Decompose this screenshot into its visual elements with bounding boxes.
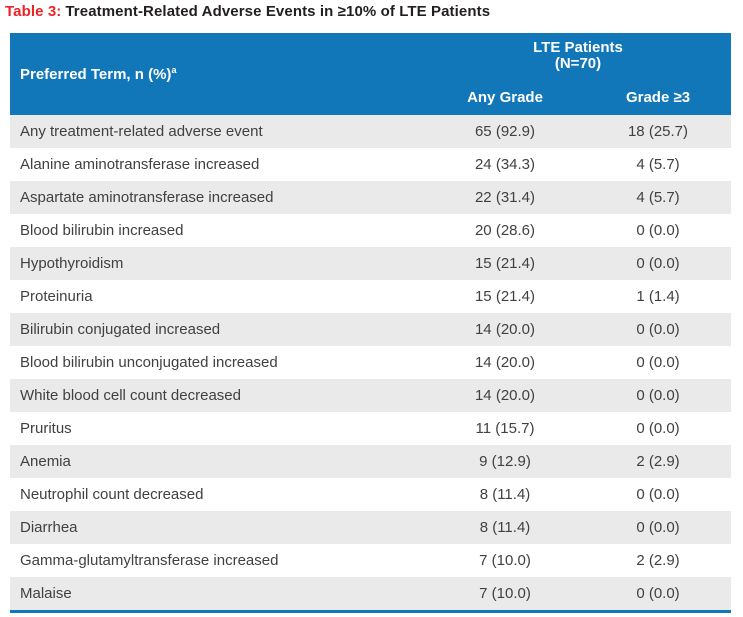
any-grade-value: 15 (21.4) bbox=[474, 255, 536, 272]
adverse-events-table: Preferred Term, n (%)a LTE Patients (N=7… bbox=[10, 33, 731, 613]
table-row: Alanine aminotransferase increased 24 (3… bbox=[10, 148, 731, 181]
grade-ge3-value: 4 (5.7) bbox=[636, 156, 680, 173]
column-group-lte-patients: LTE Patients (N=70) Any Grade Grade ≥3 bbox=[425, 33, 731, 115]
adverse-event-term: Alanine aminotransferase increased bbox=[20, 156, 260, 173]
any-grade-value: 14 (20.0) bbox=[474, 321, 536, 338]
adverse-event-term: Bilirubin conjugated increased bbox=[20, 321, 221, 338]
grade-ge3-value: 18 (25.7) bbox=[627, 123, 689, 140]
adverse-event-term: Any treatment-related adverse event bbox=[20, 123, 263, 140]
adverse-event-term: Blood bilirubin increased bbox=[20, 222, 184, 239]
table-header: Preferred Term, n (%)a LTE Patients (N=7… bbox=[10, 33, 731, 115]
adverse-event-term: White blood cell count decreased bbox=[20, 387, 241, 404]
table-row: White blood cell count decreased 14 (20.… bbox=[10, 379, 731, 412]
grade-ge3-value: 0 (0.0) bbox=[636, 519, 680, 536]
sub-header-row: Any Grade Grade ≥3 bbox=[425, 89, 731, 106]
table-number-label: Table 3: bbox=[5, 3, 62, 20]
any-grade-value: 20 (28.6) bbox=[474, 222, 536, 239]
adverse-event-term: Anemia bbox=[20, 453, 71, 470]
any-grade-value: 65 (92.9) bbox=[474, 123, 536, 140]
table-row: Bilirubin conjugated increased 14 (20.0)… bbox=[10, 313, 731, 346]
grade-ge3-value: 1 (1.4) bbox=[636, 288, 680, 305]
table-row: Proteinuria 15 (21.4) 1 (1.4) bbox=[10, 280, 731, 313]
any-grade-value: 15 (21.4) bbox=[474, 288, 536, 305]
table-row: Gamma-glutamyltransferase increased 7 (1… bbox=[10, 544, 731, 577]
any-grade-value: 24 (34.3) bbox=[474, 156, 536, 173]
grade-ge3-value: 4 (5.7) bbox=[636, 189, 680, 206]
any-grade-value: 7 (10.0) bbox=[479, 552, 531, 569]
table-row: Blood bilirubin increased 20 (28.6) 0 (0… bbox=[10, 214, 731, 247]
table-row: Any treatment-related adverse event 65 (… bbox=[10, 115, 731, 148]
table-row: Diarrhea 8 (11.4) 0 (0.0) bbox=[10, 511, 731, 544]
adverse-event-term: Blood bilirubin unconjugated increased bbox=[20, 354, 278, 371]
adverse-event-term: Diarrhea bbox=[20, 519, 78, 536]
adverse-event-term: Hypothyroidism bbox=[20, 255, 124, 272]
adverse-event-term: Proteinuria bbox=[20, 288, 93, 305]
any-grade-value: 14 (20.0) bbox=[474, 354, 536, 371]
any-grade-value: 11 (15.7) bbox=[475, 420, 535, 437]
any-grade-value: 8 (11.4) bbox=[479, 519, 531, 536]
grade-ge3-value: 2 (2.9) bbox=[636, 552, 680, 569]
group-sublabel: (N=70) bbox=[554, 55, 602, 72]
table-row: Malaise 7 (10.0) 0 (0.0) bbox=[10, 577, 731, 610]
adverse-event-term: Gamma-glutamyltransferase increased bbox=[20, 552, 279, 569]
column-header-any-grade: Any Grade bbox=[467, 89, 543, 106]
grade-ge3-value: 0 (0.0) bbox=[636, 387, 680, 404]
table-body: Any treatment-related adverse event 65 (… bbox=[10, 115, 731, 610]
adverse-event-term: Aspartate aminotransferase increased bbox=[20, 189, 274, 206]
group-header: LTE Patients (N=70) bbox=[425, 40, 731, 72]
grade-ge3-value: 0 (0.0) bbox=[636, 585, 680, 602]
any-grade-value: 9 (12.9) bbox=[479, 453, 531, 470]
table-row: Anemia 9 (12.9) 2 (2.9) bbox=[10, 445, 731, 478]
grade-ge3-value: 0 (0.0) bbox=[636, 354, 680, 371]
grade-ge3-value: 0 (0.0) bbox=[636, 222, 680, 239]
table-row: Aspartate aminotransferase increased 22 … bbox=[10, 181, 731, 214]
grade-ge3-value: 2 (2.9) bbox=[636, 453, 680, 470]
any-grade-value: 7 (10.0) bbox=[479, 585, 531, 602]
column-header-grade-ge3: Grade ≥3 bbox=[625, 89, 691, 106]
any-grade-value: 14 (20.0) bbox=[474, 387, 536, 404]
table-row: Neutrophil count decreased 8 (11.4) 0 (0… bbox=[10, 478, 731, 511]
column-header-preferred-term: Preferred Term, n (%)a bbox=[10, 33, 425, 115]
grade-ge3-value: 0 (0.0) bbox=[636, 255, 680, 272]
preferred-term-label: Preferred Term, n (%) bbox=[20, 65, 172, 83]
grade-ge3-value: 0 (0.0) bbox=[636, 420, 680, 437]
table-title-text: Treatment-Related Adverse Events in ≥10%… bbox=[65, 3, 491, 20]
grade-ge3-value: 0 (0.0) bbox=[636, 321, 680, 338]
any-grade-value: 8 (11.4) bbox=[479, 486, 531, 503]
table-row: Pruritus 11 (15.7) 0 (0.0) bbox=[10, 412, 731, 445]
table-caption: Table 3: Treatment-Related Adverse Events… bbox=[5, 3, 490, 20]
footnote-marker: a bbox=[171, 64, 177, 75]
group-label: LTE Patients bbox=[533, 39, 623, 56]
table-row: Blood bilirubin unconjugated increased 1… bbox=[10, 346, 731, 379]
grade-ge3-value: 0 (0.0) bbox=[636, 486, 680, 503]
adverse-event-term: Neutrophil count decreased bbox=[20, 486, 204, 503]
any-grade-value: 22 (31.4) bbox=[474, 189, 536, 206]
adverse-event-term: Malaise bbox=[20, 585, 72, 602]
table-row: Hypothyroidism 15 (21.4) 0 (0.0) bbox=[10, 247, 731, 280]
adverse-event-term: Pruritus bbox=[20, 420, 72, 437]
